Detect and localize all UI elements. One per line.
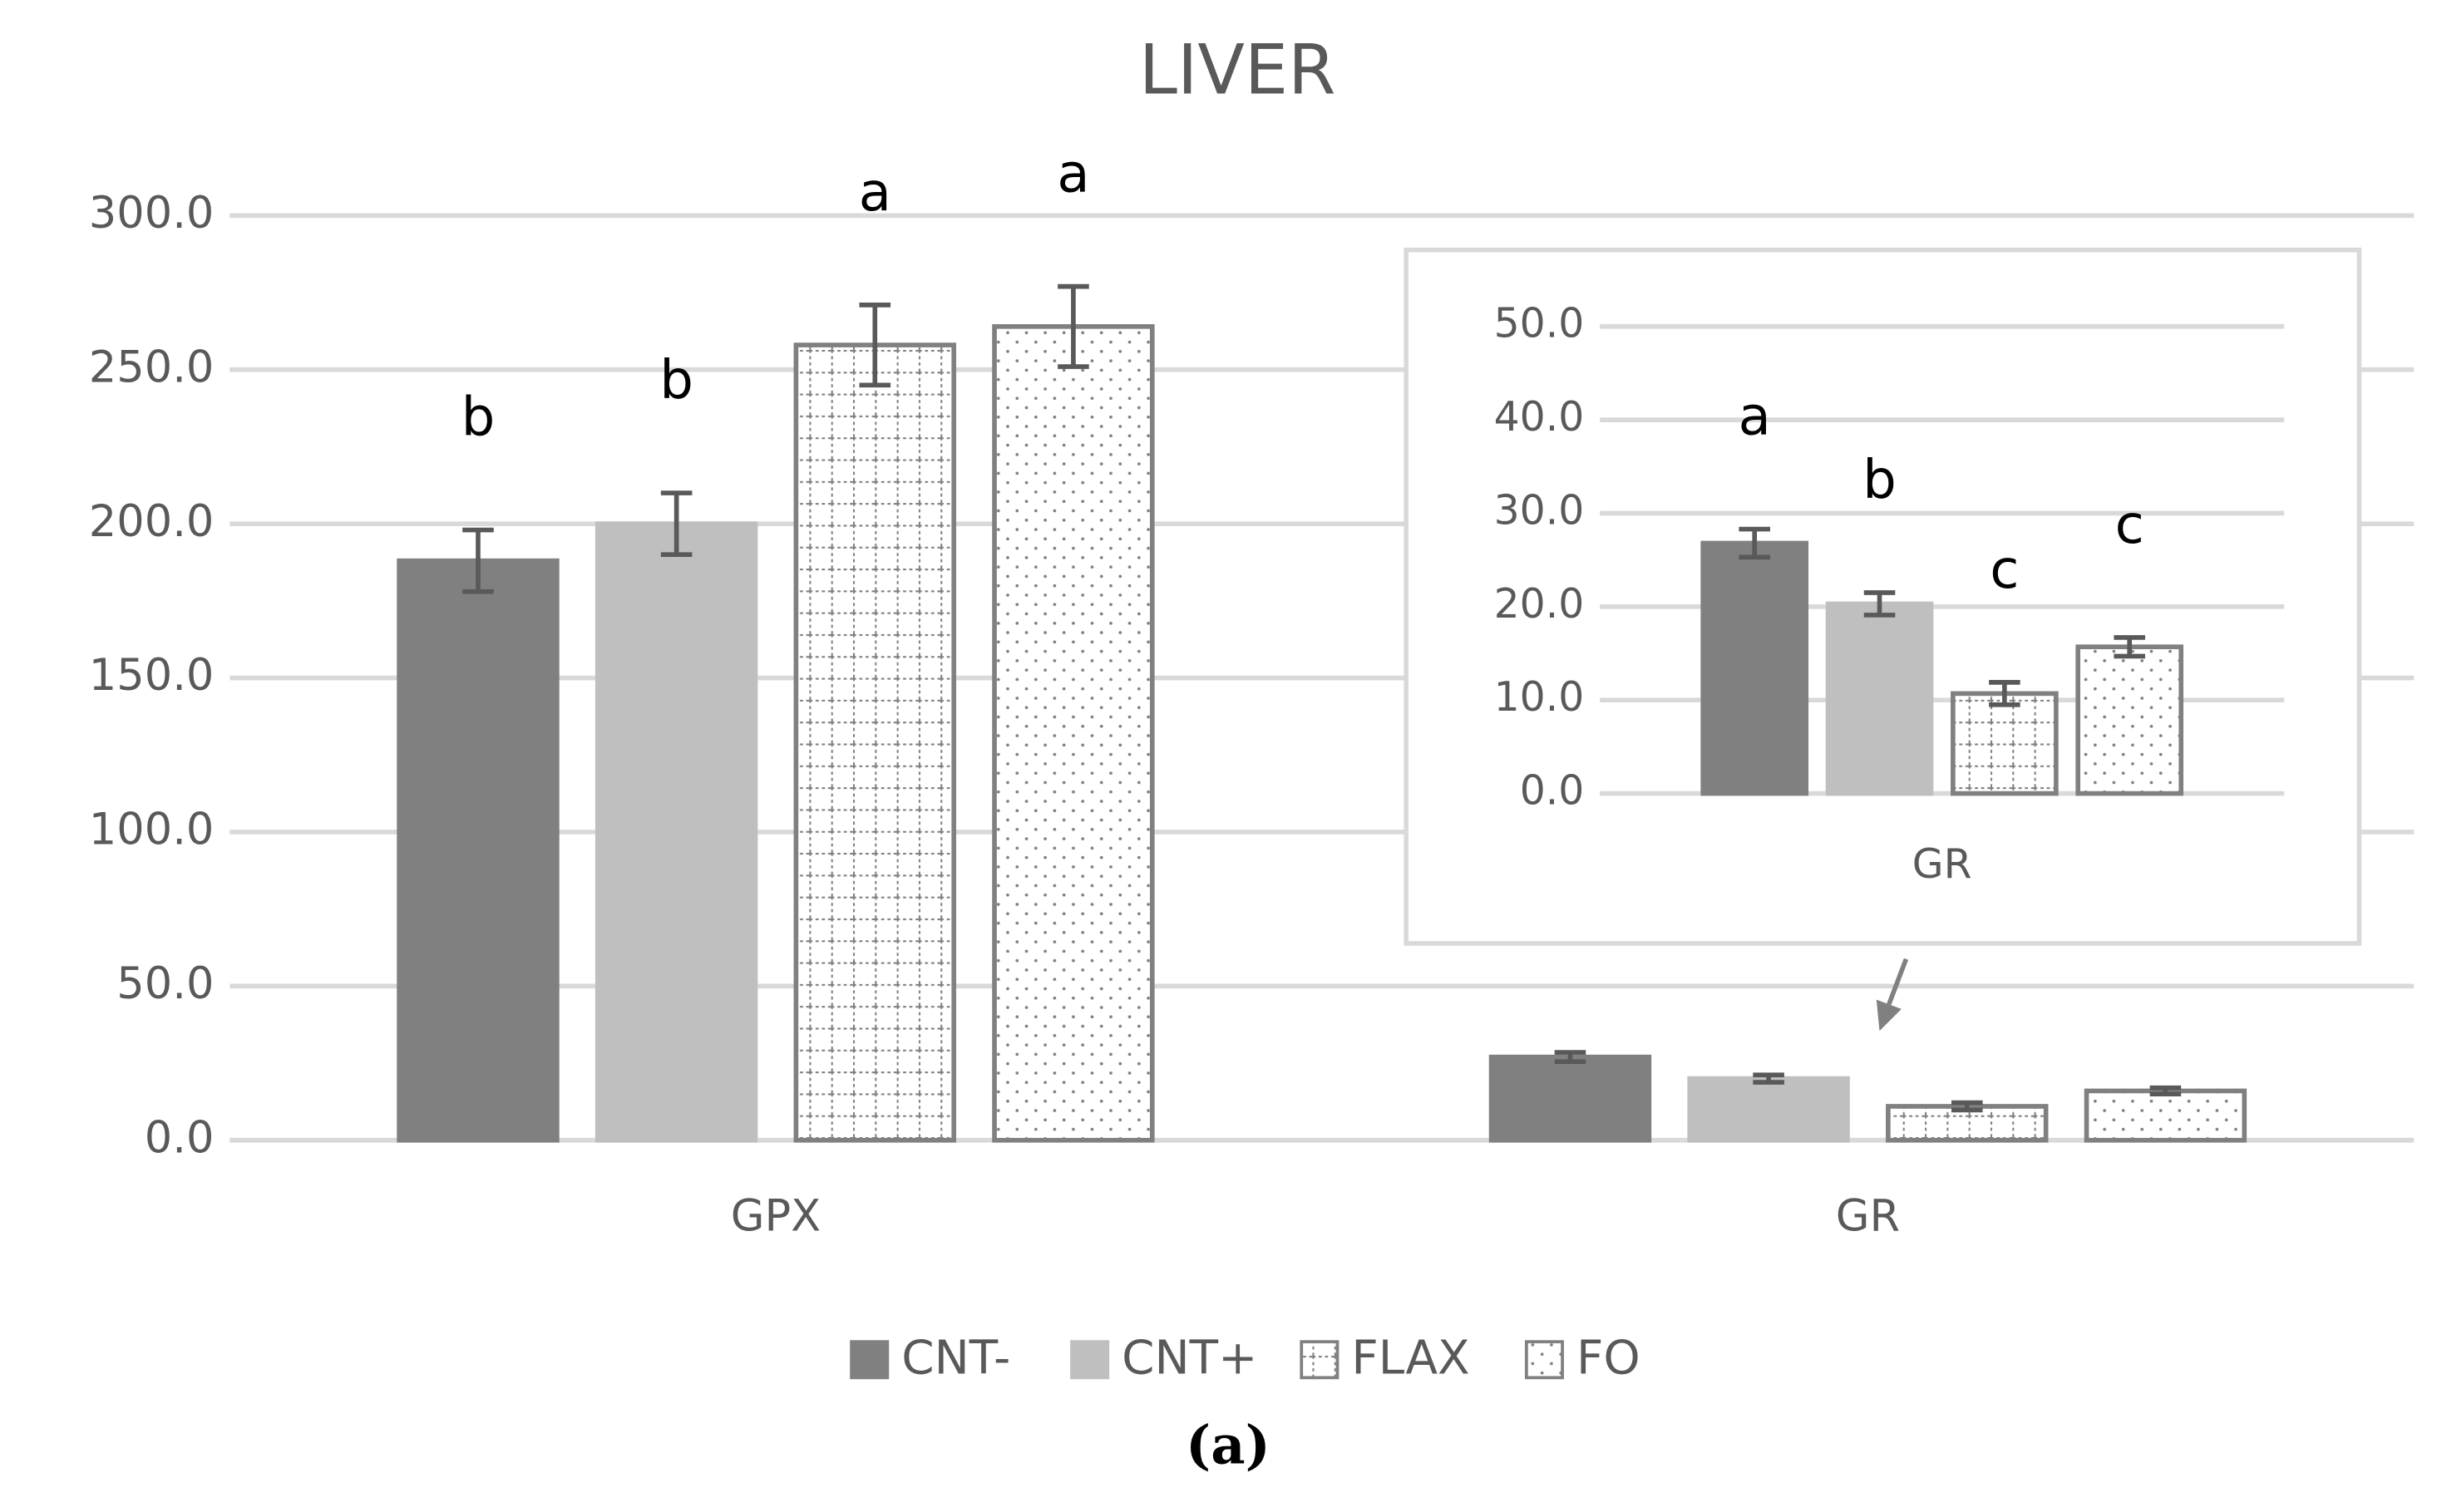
caption: (a) (1186, 1414, 1270, 1476)
y-tick-label: 50.0 (1494, 300, 1585, 347)
significance-letter: b (461, 387, 496, 449)
bar (594, 521, 758, 1143)
error-bar (2114, 635, 2145, 659)
significance-letter: a (859, 162, 891, 224)
bar (2075, 644, 2184, 796)
bar (992, 324, 1155, 1143)
legend-label: CNT- (901, 1331, 1010, 1385)
legend-swatch (1524, 1340, 1564, 1380)
y-tick-label: 50.0 (116, 958, 214, 1009)
error-bar (1554, 1050, 1586, 1065)
error-bar (1058, 283, 1089, 369)
inset-chart: 0.0 10.0 20.0 30.0 40.0 50.0 GR a b c c (1494, 300, 2285, 888)
significance-letter: c (2115, 495, 2144, 556)
x-tick-label: GR (1836, 1190, 1900, 1241)
main-chart: 0.0 50.0 100.0 150.0 200.0 250.0 300.0 GPX b b a a G… (89, 144, 2415, 1241)
y-tick-label: 150.0 (89, 650, 215, 701)
significance-letter: b (659, 350, 693, 411)
bar (1825, 601, 1934, 796)
legend-label: FLAX (1351, 1331, 1469, 1385)
bar (1687, 1076, 1850, 1143)
bar (793, 342, 956, 1143)
inset-frame (1404, 247, 2362, 946)
y-tick-label: 200.0 (89, 496, 215, 547)
error-bar (1951, 1100, 1983, 1113)
bar (1951, 691, 2059, 796)
y-tick-label: 10.0 (1494, 673, 1585, 721)
y-tick-label: 0.0 (145, 1112, 215, 1163)
legend: CNT- CNT+ FLAX FO (850, 1331, 1640, 1385)
error-bar (1989, 680, 2020, 707)
x-tick-label: GPX (731, 1190, 821, 1241)
error-bar (859, 303, 891, 388)
legend-swatch (1070, 1340, 1110, 1380)
bar (397, 558, 560, 1143)
arrow (1876, 958, 1909, 1032)
significance-letter: a (1057, 144, 1089, 205)
legend-swatch (850, 1340, 890, 1380)
significance-letter: c (1990, 539, 2019, 601)
bar (1700, 540, 1809, 796)
legend-label: FO (1576, 1331, 1640, 1385)
significance-letter: b (1862, 450, 1897, 511)
error-bar (462, 527, 494, 594)
y-tick-label: 0.0 (1520, 767, 1585, 815)
y-tick-label: 40.0 (1494, 393, 1585, 441)
error-bar (1739, 526, 1770, 560)
y-tick-label: 250.0 (89, 342, 215, 392)
legend-swatch (1300, 1340, 1339, 1380)
chart-title: LIVER (1139, 31, 1336, 111)
error-bar (1753, 1072, 1784, 1085)
y-tick-label: 20.0 (1494, 580, 1585, 628)
significance-letter: a (1739, 387, 1771, 448)
y-tick-label: 300.0 (89, 188, 215, 239)
y-tick-label: 100.0 (89, 805, 215, 855)
legend-label: CNT+ (1122, 1331, 1257, 1385)
bar (1488, 1054, 1652, 1143)
error-bar (2149, 1085, 2182, 1096)
bar (2084, 1088, 2247, 1143)
x-tick-label: GR (1912, 840, 1972, 888)
y-tick-label: 30.0 (1494, 486, 1585, 534)
error-bar (660, 490, 693, 558)
error-bar (1863, 590, 1896, 618)
